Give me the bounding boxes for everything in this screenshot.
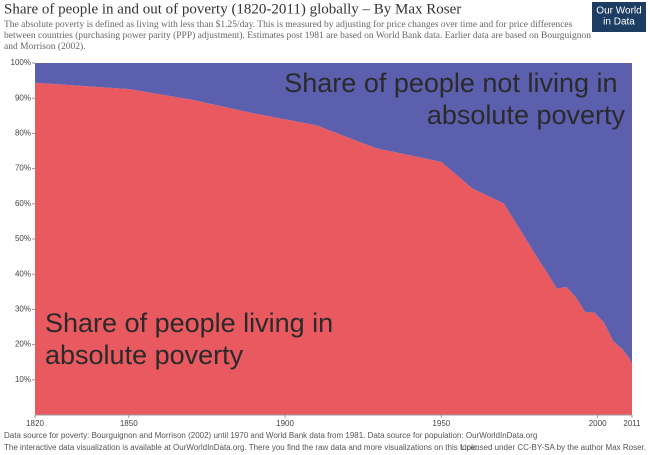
- series-label: Share of people living in absolute pover…: [45, 308, 341, 370]
- y-tick-label: 30%: [15, 305, 31, 314]
- x-tick-label: 2011: [623, 419, 641, 428]
- y-tick-label: 70%: [15, 164, 31, 173]
- footer-line: The interactive data visualization is av…: [4, 443, 479, 452]
- x-tick-label: 1900: [276, 419, 294, 428]
- subtitle-line: The absolute poverty is defined as livin…: [4, 19, 573, 30]
- y-tick-label: 60%: [15, 199, 31, 208]
- x-tick-label: 1950: [432, 419, 450, 428]
- subtitle: The absolute poverty is defined as livin…: [4, 19, 591, 52]
- x-tick-label: 1820: [26, 419, 44, 428]
- y-tick-label: 10%: [15, 375, 31, 384]
- area: [35, 63, 632, 364]
- x-tick-label: 2000: [589, 419, 607, 428]
- footer-line: Data source for poverty: Bourguignon and…: [4, 431, 537, 440]
- y-tick-label: 100%: [11, 58, 31, 67]
- series-label: Share of people not living in absolute p…: [284, 68, 625, 130]
- y-tick-label: 80%: [15, 129, 31, 138]
- plot: 10% 20% 30% 40% 50% 60% 70% 80% 90% 100% 1820 1850 1…: [11, 58, 642, 428]
- license: Licensed under CC-BY-SA by the author Ma…: [460, 443, 646, 452]
- y-tick-label: 90%: [15, 93, 31, 102]
- y-tick-label: 20%: [15, 340, 31, 349]
- x-tick-label: 1850: [120, 419, 138, 428]
- chart-title: Share of people in and out of poverty (1…: [4, 1, 461, 17]
- area: [35, 82, 632, 415]
- y-tick-label: 40%: [15, 269, 31, 278]
- subtitle-line: between countries (purchasing power pari…: [4, 30, 591, 41]
- logo-line: in Data: [603, 17, 635, 28]
- logo-line: Our World: [596, 6, 641, 17]
- y-tick-label: 50%: [15, 234, 31, 243]
- subtitle-line: and Morrison (2002).: [4, 41, 86, 52]
- footer: Data source for poverty: Bourguignon and…: [4, 431, 537, 452]
- logo-box: [592, 2, 646, 32]
